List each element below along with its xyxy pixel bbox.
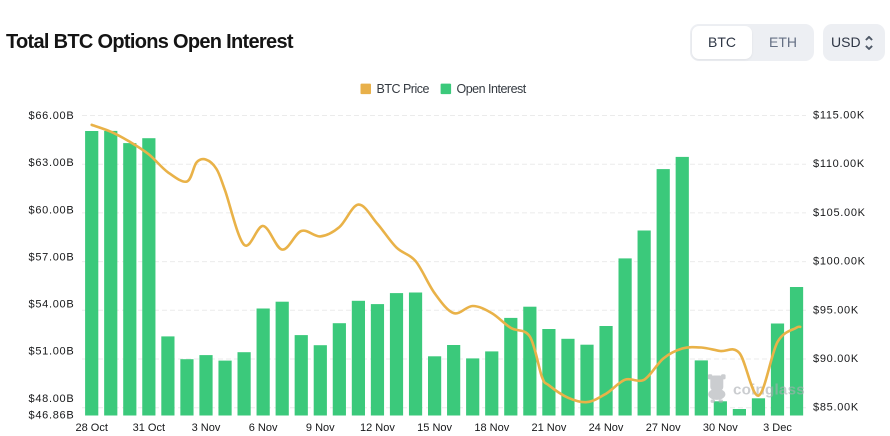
svg-text:$105.00K: $105.00K xyxy=(813,207,866,219)
svg-text:31 Oct: 31 Oct xyxy=(133,422,165,434)
svg-text:$85.00K: $85.00K xyxy=(813,402,859,414)
svg-text:$90.00K: $90.00K xyxy=(813,353,859,365)
svg-text:30 Nov: 30 Nov xyxy=(703,422,738,434)
svg-text:$46.86B: $46.86B xyxy=(29,409,75,421)
svg-text:$57.00B: $57.00B xyxy=(29,251,75,263)
svg-text:24 Nov: 24 Nov xyxy=(589,422,624,434)
svg-text:27 Nov: 27 Nov xyxy=(646,422,681,434)
svg-text:$115.00K: $115.00K xyxy=(813,110,865,122)
svg-text:$95.00K: $95.00K xyxy=(813,304,859,316)
svg-text:12 Nov: 12 Nov xyxy=(360,422,395,434)
svg-text:$63.00B: $63.00B xyxy=(29,157,75,169)
svg-text:21 Nov: 21 Nov xyxy=(531,422,566,434)
svg-text:$48.00B: $48.00B xyxy=(29,393,75,405)
svg-text:6 Nov: 6 Nov xyxy=(249,422,278,434)
svg-text:3 Nov: 3 Nov xyxy=(192,422,221,434)
svg-text:$60.00B: $60.00B xyxy=(29,204,75,216)
svg-text:18 Nov: 18 Nov xyxy=(474,422,509,434)
svg-text:$51.00B: $51.00B xyxy=(29,346,75,358)
svg-text:15 Nov: 15 Nov xyxy=(417,422,452,434)
svg-text:Open Interest: Open Interest xyxy=(457,82,527,96)
svg-text:$66.00B: $66.00B xyxy=(29,110,75,122)
svg-text:9 Nov: 9 Nov xyxy=(306,422,335,434)
svg-text:28 Oct: 28 Oct xyxy=(75,422,107,434)
svg-text:3 Dec: 3 Dec xyxy=(763,422,792,434)
svg-text:BTC Price: BTC Price xyxy=(377,82,430,96)
svg-text:coinglass: coinglass xyxy=(733,382,805,399)
svg-text:$110.00K: $110.00K xyxy=(813,158,865,170)
svg-text:$100.00K: $100.00K xyxy=(813,256,866,268)
svg-text:$54.00B: $54.00B xyxy=(29,299,75,311)
